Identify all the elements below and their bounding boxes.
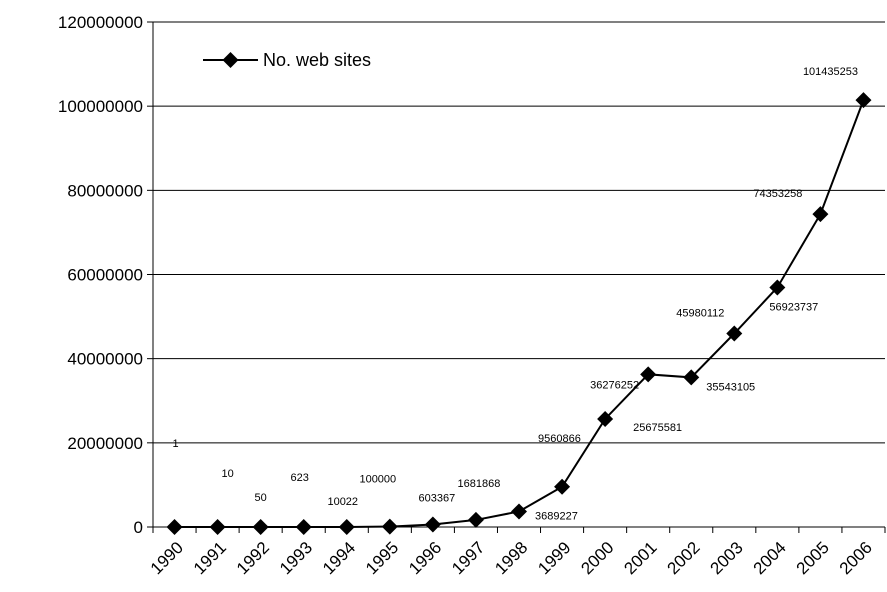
series-line <box>174 99 865 528</box>
data-point <box>467 511 484 528</box>
x-tick-label: 1999 <box>534 538 574 578</box>
data-point <box>338 518 355 535</box>
data-point <box>597 410 614 427</box>
y-tick-label: 20000000 <box>67 434 143 453</box>
y-tick-label: 40000000 <box>67 350 143 369</box>
data-label: 10022 <box>327 496 358 508</box>
data-label: 1 <box>172 438 178 450</box>
data-label: 45980112 <box>676 308 724 320</box>
y-tick-labels: 0 20000000 40000000 60000000 80000000 1000000… <box>58 13 143 537</box>
x-tick-label: 1994 <box>319 538 359 578</box>
data-label: 623 <box>291 472 309 484</box>
data-label: 3689227 <box>535 510 578 522</box>
data-point <box>166 519 183 535</box>
x-tick-label: 1995 <box>362 538 402 578</box>
data-label: 36276252 <box>590 379 639 391</box>
y-tick-label: 0 <box>134 518 143 537</box>
y-tick-label: 100000000 <box>58 97 143 116</box>
data-label: 101435253 <box>803 66 858 78</box>
x-tick-label: 2006 <box>836 538 876 578</box>
data-point <box>252 518 269 535</box>
data-point <box>511 503 527 520</box>
data-label: 50 <box>255 492 267 504</box>
x-tick-label: 2004 <box>750 538 790 578</box>
x-tick-label: 1992 <box>233 538 273 578</box>
data-point <box>381 518 398 535</box>
legend: No. web sites <box>203 50 371 70</box>
data-point <box>769 279 786 296</box>
x-tick-label: 1991 <box>190 538 230 578</box>
x-tick-label: 2005 <box>793 538 833 578</box>
data-point <box>855 92 872 109</box>
y-tick-label: 60000000 <box>67 266 143 285</box>
data-point <box>726 325 743 342</box>
legend-entry-label: No. web sites <box>263 50 371 70</box>
x-tick-label: 1990 <box>147 538 187 578</box>
x-tick-label: 1998 <box>491 538 531 578</box>
x-tick-label: 2002 <box>663 538 703 578</box>
x-tick-labels: 1990 1991 1992 1993 1994 1995 1996 1997 1998 1999… <box>147 538 876 578</box>
data-label: 56923737 <box>769 301 818 313</box>
x-tick-label: 2001 <box>620 538 660 578</box>
legend-marker-swatch <box>222 52 239 68</box>
data-point <box>424 516 441 533</box>
x-tick-label: 1996 <box>405 538 445 578</box>
data-label: 10 <box>221 468 233 480</box>
x-tick-label: 1997 <box>448 538 488 578</box>
data-label: 603367 <box>419 492 456 504</box>
x-tick-label: 1993 <box>276 538 316 578</box>
data-label: 74353258 <box>753 188 802 200</box>
data-point <box>683 369 700 386</box>
data-label: 100000 <box>359 474 396 486</box>
x-tick-label: 2003 <box>707 538 747 578</box>
axes <box>147 21 886 533</box>
data-label: 1681868 <box>458 478 501 490</box>
data-point <box>640 366 657 383</box>
data-label: 35543105 <box>706 381 755 393</box>
x-tick-label: 2000 <box>577 538 617 578</box>
y-tick-label: 80000000 <box>67 181 143 200</box>
data-point <box>554 478 571 495</box>
data-point <box>295 518 312 535</box>
series <box>166 92 872 535</box>
data-label: 9560866 <box>538 433 581 445</box>
data-point <box>209 518 226 535</box>
data-point <box>812 206 829 223</box>
y-tick-label: 120000000 <box>58 13 143 32</box>
gridlines <box>153 21 885 444</box>
data-label: 25675581 <box>633 422 682 434</box>
